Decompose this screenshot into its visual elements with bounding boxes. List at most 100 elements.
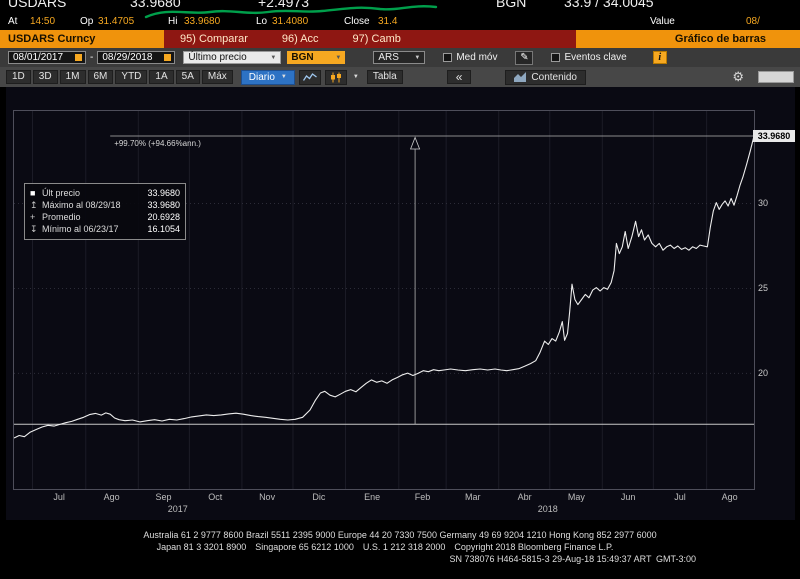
footer-phones-line1: Australia 61 2 9777 8600 Brazil 5511 239… (143, 530, 657, 540)
key-events-checkbox[interactable] (551, 53, 561, 62)
x-axis-label: Dic (312, 492, 326, 502)
toolbar-end-box[interactable] (758, 71, 794, 83)
legend-value: 20.6928 (147, 212, 180, 222)
menu-item-camb[interactable]: 97) Camb (353, 30, 401, 48)
security-field[interactable]: USDARS Curncy (0, 30, 164, 48)
legend-value: 33.9680 (147, 188, 180, 198)
legend-label: Promedio (42, 212, 81, 222)
menu-item-acc[interactable]: 96) Acc (282, 30, 319, 48)
value-date: 08/ (746, 16, 760, 27)
currency-dropdown[interactable]: ARS ▼ (373, 51, 426, 64)
table-button[interactable]: Tabla (366, 70, 403, 84)
period-button-max[interactable]: Máx (201, 70, 233, 84)
candlestick-icon (330, 72, 341, 82)
price-line (14, 135, 754, 439)
period-button-ytd[interactable]: YTD (115, 70, 148, 84)
x-axis-label: Jul (674, 492, 686, 502)
quote-time: 14:50 (30, 16, 56, 27)
info-button[interactable]: i (652, 51, 667, 64)
date-from-input[interactable]: 08/01/2017 (8, 51, 86, 64)
x-axis-label: Oct (208, 492, 223, 502)
chart-toolbar: 1D 3D 1M 6M YTD 1A 5A Máx Diario ▼ ▼ Tab… (0, 67, 800, 87)
legend-value: 16.1054 (147, 224, 180, 234)
function-title: Gráfico de barras (576, 30, 800, 48)
x-axis-label: Sep (155, 492, 172, 502)
period-button-6m[interactable]: 6M (87, 70, 114, 84)
terminal-footer: Australia 61 2 9777 8600 Brazil 5511 239… (0, 520, 800, 579)
source-dropdown[interactable]: BGN ▼ (287, 51, 346, 64)
frequency-dropdown[interactable]: Diario ▼ (240, 69, 295, 85)
min-marker-icon: ↧ (30, 224, 38, 234)
chevron-down-icon: ▼ (414, 54, 421, 61)
chart-type-dropdown-arrow[interactable]: ▼ (352, 74, 359, 80)
bid-ask: 33.9 / 34.0045 (564, 0, 654, 10)
period-button-1a[interactable]: 1A (149, 70, 174, 84)
content-button[interactable]: Contenido (505, 69, 586, 85)
x-axis-label: Jun (620, 492, 636, 502)
annotate-pencil-button[interactable]: ✎ (515, 50, 534, 65)
period-button-1m[interactable]: 1M (59, 70, 86, 84)
y-axis-label: 20 (758, 368, 769, 379)
menu-items: 95) Comparar 96) Acc 97) Camb (164, 30, 576, 48)
ticker-symbol: USDARS (8, 0, 67, 10)
last-price-badge: 33.9680 (753, 130, 795, 143)
chevron-down-icon: ▼ (280, 74, 287, 80)
pricing-source: BGN (496, 0, 527, 10)
key-events-label: Eventos clave (564, 52, 627, 63)
legend-label: Mínimo al 06/23/17 (42, 224, 119, 234)
date-to-input[interactable]: 08/29/2018 (97, 51, 176, 64)
legend-label: Máximo al 08/29/18 (42, 200, 121, 210)
average-marker-icon: + (30, 212, 36, 222)
chevron-down-icon: ▼ (270, 54, 277, 61)
x-axis-label: Abr (517, 492, 532, 502)
quote-row-primary: USDARS 33.9680 +2.4973 BGN 33.9 / 34.004… (8, 0, 796, 14)
calendar-icon (164, 54, 172, 61)
x-axis-label: Ago (721, 492, 738, 502)
open-value: 31.4705 (98, 16, 135, 27)
currency-value: ARS (378, 52, 399, 63)
candlestick-chart-type-button[interactable] (324, 69, 347, 85)
chart-plot-area[interactable]: +99.70% (+94.66%ann.) (13, 110, 755, 490)
frequency-value: Diario (248, 71, 275, 83)
x-axis-label: Mar (465, 492, 481, 502)
function-menubar: USDARS Curncy 95) Comparar 96) Acc 97) C… (0, 30, 800, 48)
date-from-value: 08/01/2017 (13, 52, 64, 63)
legend-label: Últ precio (42, 188, 81, 198)
line-chart-icon (302, 73, 317, 81)
collapse-panel-button[interactable]: « (446, 70, 472, 84)
period-button-3d[interactable]: 3D (32, 70, 58, 84)
moving-average-checkbox[interactable] (443, 53, 453, 62)
period-button-5a[interactable]: 5A (175, 70, 200, 84)
price-field-dropdown[interactable]: Último precio ▼ (183, 51, 282, 64)
value-label: Value (650, 16, 675, 27)
year-label: 2017 (167, 504, 188, 514)
chevron-down-icon: ▼ (335, 54, 342, 61)
x-axis-label: Feb (414, 492, 431, 502)
legend-row-min: ↧ Mínimo al 06/23/17 16.1054 (30, 223, 180, 235)
quote-row-secondary: At 14:50 Op 31.4705 Hi 33.9680 Lo 31.408… (8, 16, 796, 29)
gear-icon[interactable]: ⚙ (732, 69, 744, 84)
period-button-1d[interactable]: 1D (6, 70, 31, 84)
annotation-change-label: +99.70% (+94.66%ann.) (114, 139, 201, 148)
close-value: 31.4 (378, 16, 398, 27)
legend-row-last: ■ Últ precio 33.9680 (30, 187, 180, 199)
menu-item-comparar[interactable]: 95) Comparar (180, 30, 248, 48)
year-label: 2018 (537, 504, 558, 514)
x-axis-label: May (567, 492, 585, 502)
legend-value: 33.9680 (147, 200, 180, 210)
high-label: Hi (168, 16, 178, 27)
footer-session-info: SN 738076 H464-5815-3 29-Aug-18 15:49:37… (449, 554, 697, 564)
x-axis-label: Ago (103, 492, 120, 502)
chart-legend: ■ Últ precio 33.9680 ↥ Máximo al 08/29/1… (24, 183, 186, 240)
close-label: Close (344, 16, 370, 27)
price-field-value: Último precio (188, 52, 247, 63)
x-axis-label: Jul (53, 492, 65, 502)
max-marker-icon: ↥ (30, 200, 38, 210)
filter-bar: 08/01/2017 - 08/29/2018 Último precio ▼ … (0, 48, 800, 67)
moving-average-label: Med móv (456, 52, 498, 63)
series-swatch-icon: ■ (30, 188, 36, 198)
source-value: BGN (291, 52, 314, 63)
high-value: 33.9680 (184, 16, 221, 27)
line-chart-type-button[interactable] (298, 69, 321, 85)
